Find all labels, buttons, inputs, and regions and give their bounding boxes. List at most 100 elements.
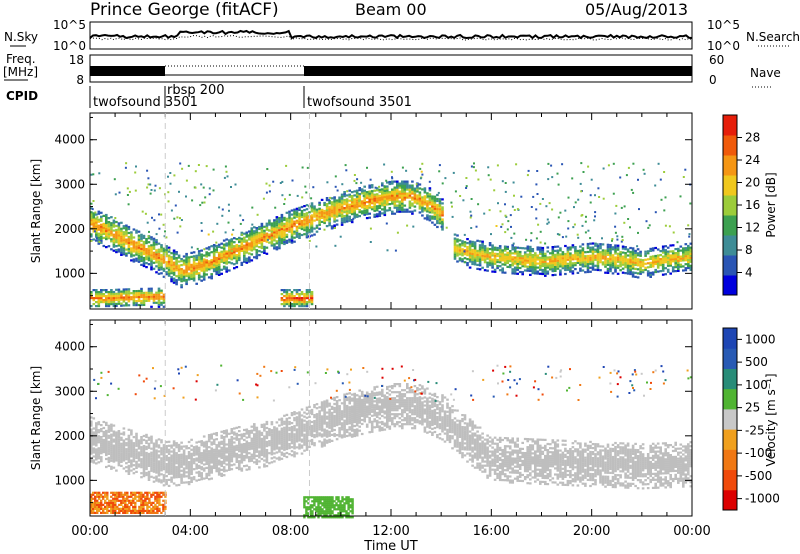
power-colorbar-tick: 4 xyxy=(745,266,753,280)
velocity-cell xyxy=(320,405,324,408)
power-cell xyxy=(431,201,434,204)
power-cell xyxy=(403,184,407,187)
velocity-cell xyxy=(220,462,223,465)
power-cell xyxy=(310,218,314,221)
velocity-cell xyxy=(273,456,276,459)
power-cell xyxy=(112,235,116,238)
power-cell xyxy=(350,219,354,222)
velocity-cell xyxy=(245,436,249,439)
power-cell xyxy=(577,236,580,239)
velocity-cell xyxy=(162,484,166,487)
power-cell xyxy=(273,229,276,232)
power-cell xyxy=(150,189,153,191)
power-cell xyxy=(370,184,374,187)
power-cell xyxy=(157,268,161,271)
power-cell xyxy=(233,257,236,260)
velocity-cell xyxy=(200,468,203,471)
power-cell xyxy=(205,251,208,254)
power-cell xyxy=(202,272,206,275)
velocity-cell xyxy=(122,443,126,446)
power-cell xyxy=(180,284,183,287)
power-cell xyxy=(476,259,479,262)
power-cell xyxy=(195,256,198,259)
power-cell xyxy=(285,295,289,298)
power-cell xyxy=(421,214,424,217)
power-cell xyxy=(202,276,206,279)
velocity-cell xyxy=(145,453,148,457)
velocity-cell xyxy=(228,442,231,445)
power-cell xyxy=(90,291,93,294)
power-cell xyxy=(222,247,226,250)
power-cell xyxy=(594,248,597,251)
power-cell xyxy=(95,237,98,240)
power-cell xyxy=(418,205,422,208)
power-cell xyxy=(561,163,564,166)
velocity-cell xyxy=(172,440,176,443)
power-cell xyxy=(155,239,158,242)
power-cell xyxy=(393,188,397,191)
velocity-cell xyxy=(97,457,101,460)
power-cell xyxy=(216,222,219,225)
power-colorbar-tick: 8 xyxy=(745,243,753,257)
velocity-cell xyxy=(248,432,251,435)
power-cell xyxy=(127,231,131,235)
velocity-cell xyxy=(313,414,316,417)
velocity-cell xyxy=(200,478,203,481)
power-cell xyxy=(571,254,575,257)
velocity-cell xyxy=(248,460,251,463)
power-cell xyxy=(601,261,605,264)
power-cell xyxy=(97,305,101,308)
velocity-cell xyxy=(180,463,183,466)
power-cell xyxy=(386,187,389,190)
power-cell xyxy=(401,200,404,203)
velocity-cell xyxy=(90,428,93,431)
noise-sky-line xyxy=(89,29,693,40)
power-cell xyxy=(190,271,193,274)
power-cell xyxy=(120,243,123,246)
power-cell xyxy=(531,272,535,275)
power-cell xyxy=(601,257,605,260)
power-cell xyxy=(478,264,482,267)
power-cell xyxy=(471,242,474,246)
power-cell xyxy=(100,229,103,232)
power-cell xyxy=(659,264,662,267)
velocity-cell xyxy=(245,428,249,431)
velocity-cell xyxy=(238,450,241,453)
power-cell xyxy=(539,272,542,275)
power-cell xyxy=(95,221,98,224)
power-cell xyxy=(591,246,595,249)
velocity-cell xyxy=(160,467,163,470)
power-cell xyxy=(100,239,103,242)
power-cell xyxy=(260,250,264,254)
power-cell xyxy=(518,256,522,260)
power-cell xyxy=(621,261,625,264)
velocity-cell xyxy=(285,443,289,446)
velocity-cell xyxy=(212,442,216,445)
power-cell xyxy=(125,238,128,241)
velocity-cell xyxy=(280,431,284,434)
power-cell xyxy=(290,217,294,220)
power-cell xyxy=(611,248,615,251)
power-cell xyxy=(365,197,369,200)
velocity-cell xyxy=(147,474,151,477)
power-cell xyxy=(197,252,201,255)
power-cell xyxy=(228,251,231,254)
power-cell xyxy=(609,268,612,271)
power-cell xyxy=(393,212,397,215)
power-cell xyxy=(142,297,146,300)
power-cell xyxy=(646,258,650,261)
power-cell xyxy=(266,238,269,241)
power-cell xyxy=(97,301,101,304)
power-cell xyxy=(260,222,264,225)
power-cell xyxy=(150,297,153,300)
velocity-cell xyxy=(130,429,133,432)
velocity-cell xyxy=(240,435,244,438)
velocity-cell xyxy=(255,444,259,447)
power-cell xyxy=(293,301,296,304)
power-cell xyxy=(293,303,296,306)
velocity-cell xyxy=(102,451,106,454)
power-cell xyxy=(345,218,349,221)
velocity-cell xyxy=(207,460,211,463)
velocity-cell xyxy=(167,464,171,467)
velocity-cell xyxy=(253,445,256,448)
